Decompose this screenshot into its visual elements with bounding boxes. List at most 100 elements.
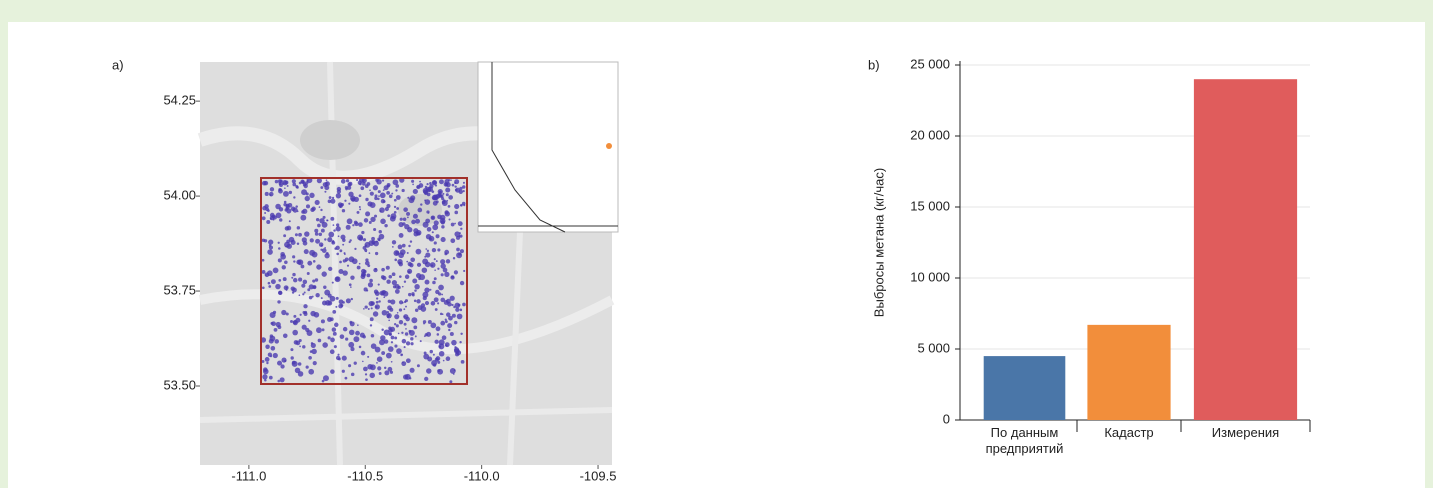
emission-point <box>391 193 393 195</box>
emission-point <box>423 354 429 360</box>
emission-point <box>403 314 408 319</box>
emission-point <box>444 253 447 256</box>
emission-point <box>410 240 412 242</box>
emission-point <box>315 293 319 297</box>
emission-point <box>422 267 428 273</box>
emission-point <box>434 241 437 244</box>
emission-point <box>382 310 388 316</box>
emission-point <box>351 298 353 300</box>
emission-point <box>440 194 443 197</box>
emission-point <box>460 333 462 335</box>
emission-point <box>359 208 361 210</box>
emission-point <box>411 220 415 224</box>
emission-point <box>381 351 385 355</box>
emission-point <box>370 217 375 222</box>
emission-point <box>399 262 403 266</box>
emission-point <box>324 191 326 193</box>
emission-point <box>454 211 458 215</box>
emission-point <box>321 229 325 233</box>
emission-point <box>388 320 390 322</box>
emission-point <box>460 281 464 285</box>
emission-point <box>415 309 418 312</box>
emission-point <box>429 289 431 291</box>
emission-point <box>463 270 465 272</box>
emission-point <box>335 276 341 282</box>
emission-point <box>450 296 455 301</box>
emission-point <box>277 325 281 329</box>
emission-point <box>311 349 316 354</box>
emission-point <box>270 218 272 220</box>
emission-point <box>394 259 397 262</box>
emission-point <box>283 234 286 237</box>
emission-point <box>365 184 369 188</box>
panel-label: b) <box>868 57 880 72</box>
emission-point <box>456 248 460 252</box>
emission-point <box>298 233 302 237</box>
emission-point <box>408 293 411 296</box>
emission-point <box>285 208 288 211</box>
emission-point <box>365 373 367 375</box>
emission-point <box>438 292 441 295</box>
emission-point <box>364 218 368 222</box>
emission-point <box>382 179 384 181</box>
emission-point <box>433 354 435 356</box>
emission-point <box>293 278 297 282</box>
emission-point <box>416 249 422 255</box>
emission-point <box>301 189 307 195</box>
emission-point <box>297 242 299 244</box>
emission-point <box>418 208 423 213</box>
emission-point <box>398 333 400 335</box>
emission-point <box>338 202 343 207</box>
emission-point <box>266 220 270 224</box>
emission-point <box>279 218 282 221</box>
emission-point <box>262 216 266 220</box>
emission-point <box>397 312 399 314</box>
emission-point <box>284 242 290 248</box>
emission-point <box>448 329 450 331</box>
emission-point <box>390 371 393 374</box>
emission-point <box>320 209 322 211</box>
emission-point <box>354 361 357 364</box>
emission-point <box>315 200 320 205</box>
emission-point <box>309 193 314 198</box>
emission-point <box>394 336 397 339</box>
emission-point <box>322 380 325 383</box>
emission-point <box>411 317 417 323</box>
emission-point <box>378 300 380 302</box>
emission-point <box>419 183 424 188</box>
emission-point <box>333 229 335 231</box>
emission-point <box>271 279 276 284</box>
emission-point <box>303 280 308 285</box>
emission-point <box>376 241 378 243</box>
emission-point <box>278 188 281 191</box>
emission-point <box>376 179 381 184</box>
emission-point <box>400 249 406 255</box>
emission-point <box>388 328 393 333</box>
emission-point <box>280 377 285 382</box>
emission-point <box>463 204 465 206</box>
emission-point <box>431 264 433 266</box>
emission-point <box>432 231 434 233</box>
emission-point <box>348 203 350 205</box>
emission-point <box>357 324 359 326</box>
emission-point <box>315 239 320 244</box>
emission-point <box>418 277 421 280</box>
emission-point <box>319 218 324 223</box>
emission-point <box>459 187 462 190</box>
emission-point <box>363 238 366 241</box>
emission-point <box>450 368 456 374</box>
emission-point <box>451 223 455 227</box>
emission-point <box>278 279 281 282</box>
emission-point <box>291 207 296 212</box>
emission-point <box>283 333 288 338</box>
emission-point <box>379 210 381 212</box>
emission-point <box>284 187 286 189</box>
emission-point <box>293 260 295 262</box>
x-tick-label: -111.0 <box>231 468 266 483</box>
emission-point <box>293 315 296 318</box>
emission-point <box>437 268 439 270</box>
emission-point <box>364 287 368 291</box>
emission-point <box>303 241 308 246</box>
emission-point <box>386 280 390 284</box>
emission-point <box>411 180 414 183</box>
